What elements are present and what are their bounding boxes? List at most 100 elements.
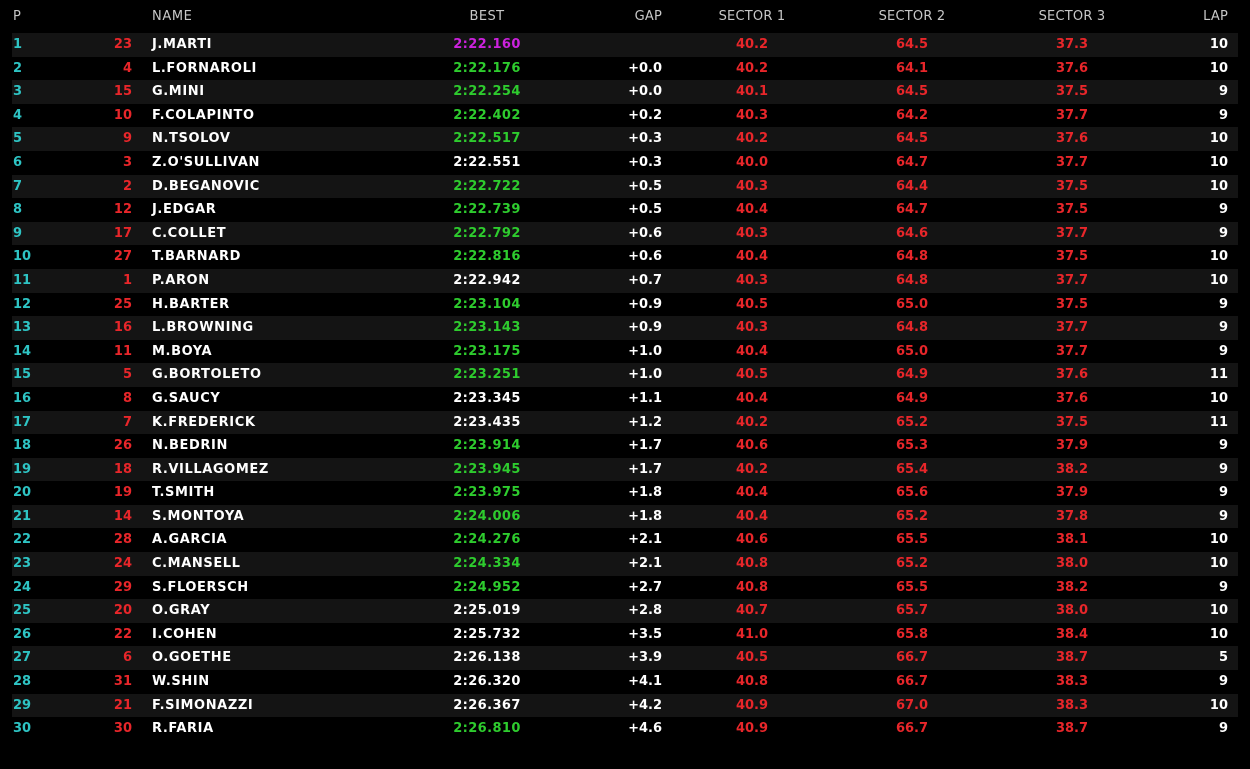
- gap-cell: +1.1: [628, 390, 662, 406]
- gap-cell: +1.8: [628, 485, 662, 501]
- sector-2-cell: 64.2: [895, 107, 929, 123]
- sector-2-cell: 64.7: [895, 202, 929, 218]
- table-row: 27 6 O.GOETHE 2:26.138 +3.9 40.5 66.7 38.7 5: [12, 646, 1238, 671]
- driver-name-cell: S.FLOERSCH: [152, 579, 249, 595]
- lap-count-cell: 9: [1218, 674, 1228, 690]
- car-number-cell: 27: [113, 249, 132, 265]
- best-lap-cell: 2:23.345: [453, 390, 521, 406]
- best-lap-cell: 2:22.176: [453, 60, 521, 76]
- sector-1-cell: 40.4: [735, 508, 769, 524]
- lap-count-cell: 9: [1218, 320, 1228, 336]
- sector-2-cell: 64.6: [895, 225, 929, 241]
- table-row: 5 9 N.TSOLOV 2:22.517 +0.3 40.2 64.5 37.6 10: [12, 127, 1238, 151]
- position-cell: 18: [13, 438, 32, 454]
- driver-name-cell: O.GOETHE: [152, 650, 232, 666]
- gap-cell: +1.2: [628, 414, 662, 430]
- best-lap-cell: 2:24.334: [453, 556, 521, 572]
- car-number-cell: 30: [113, 721, 132, 737]
- table-row: 11 1 P.ARON 2:22.942 +0.7 40.3 64.8 37.7 10: [12, 268, 1238, 293]
- position-cell: 30: [13, 721, 32, 737]
- car-number-cell: 14: [113, 508, 132, 524]
- sector-1-cell: 40.2: [735, 461, 769, 477]
- sector-1-cell: 40.5: [735, 650, 769, 666]
- car-number-cell: 28: [113, 532, 132, 548]
- position-cell: 26: [13, 626, 32, 642]
- sector-1-cell: 40.8: [735, 674, 769, 690]
- sector-2-cell: 65.5: [895, 579, 929, 595]
- car-number-cell: 10: [113, 107, 132, 123]
- header-sector-3: SECTOR 3: [1038, 9, 1106, 24]
- car-number-cell: 12: [113, 202, 132, 218]
- driver-name-cell: S.MONTOYA: [152, 508, 245, 524]
- header-position: P: [13, 9, 22, 24]
- timing-table: P NAME BEST GAP SECTOR 1 SECTOR 2 SECTOR…: [12, 9, 1238, 741]
- lap-count-cell: 5: [1218, 650, 1228, 666]
- table-row: 1 23 J.MARTI 2:22.160 40.2 64.5 37.3 10: [12, 33, 1238, 57]
- position-cell: 23: [13, 556, 32, 572]
- lap-count-cell: 10: [1209, 178, 1228, 194]
- gap-cell: +0.9: [628, 296, 662, 312]
- sector-3-cell: 37.8: [1055, 508, 1089, 524]
- position-cell: 5: [13, 131, 23, 147]
- sector-1-cell: 40.2: [735, 131, 769, 147]
- driver-name-cell: G.BORTOLETO: [152, 367, 262, 383]
- driver-name-cell: R.FARIA: [152, 721, 214, 737]
- gap-cell: +0.7: [628, 272, 662, 288]
- sector-1-cell: 40.6: [735, 532, 769, 548]
- best-lap-cell: 2:23.143: [453, 320, 521, 336]
- lap-count-cell: 9: [1218, 579, 1228, 595]
- sector-2-cell: 66.7: [895, 721, 929, 737]
- sector-2-cell: 64.8: [895, 272, 929, 288]
- best-lap-cell: 2:23.175: [453, 343, 521, 359]
- best-lap-cell: 2:24.952: [453, 579, 521, 595]
- table-row: 13 16 L.BROWNING 2:23.143 +0.9 40.3 64.8 37.7 9: [12, 316, 1238, 340]
- gap-cell: +0.5: [628, 178, 662, 194]
- table-row: 30 30 R.FARIA 2:26.810 +4.6 40.9 66.7 38.7 9: [12, 717, 1238, 741]
- car-number-cell: 11: [113, 343, 132, 359]
- car-number-cell: 21: [113, 697, 132, 713]
- gap-cell: +0.0: [628, 60, 662, 76]
- sector-2-cell: 64.1: [895, 60, 929, 76]
- position-cell: 29: [13, 697, 32, 713]
- lap-count-cell: 10: [1209, 626, 1228, 642]
- sector-3-cell: 37.9: [1055, 438, 1089, 454]
- sector-1-cell: 40.2: [735, 60, 769, 76]
- sector-3-cell: 38.1: [1055, 532, 1089, 548]
- sector-2-cell: 65.3: [895, 438, 929, 454]
- position-cell: 17: [13, 414, 32, 430]
- sector-1-cell: 40.4: [735, 249, 769, 265]
- driver-name-cell: L.FORNAROLI: [152, 60, 257, 76]
- position-cell: 6: [13, 154, 23, 170]
- gap-cell: +1.8: [628, 508, 662, 524]
- position-cell: 16: [13, 390, 32, 406]
- sector-3-cell: 37.7: [1055, 272, 1089, 288]
- gap-cell: +0.5: [628, 202, 662, 218]
- best-lap-cell: 2:22.160: [453, 37, 521, 52]
- sector-1-cell: 40.4: [735, 390, 769, 406]
- sector-1-cell: 40.2: [735, 37, 769, 52]
- gap-cell: +4.1: [628, 674, 662, 690]
- gap-cell: +3.5: [628, 626, 662, 642]
- best-lap-cell: 2:23.945: [453, 461, 521, 477]
- sector-1-cell: 40.9: [735, 697, 769, 713]
- car-number-cell: 15: [113, 84, 132, 100]
- sector-3-cell: 38.3: [1055, 674, 1089, 690]
- driver-name-cell: K.FREDERICK: [152, 414, 256, 430]
- table-row: 6 3 Z.O'SULLIVAN 2:22.551 +0.3 40.0 64.7 37.7 10: [12, 150, 1238, 175]
- lap-count-cell: 9: [1218, 485, 1228, 501]
- position-cell: 11: [13, 272, 32, 288]
- driver-name-cell: L.BROWNING: [152, 320, 254, 336]
- sector-2-cell: 64.5: [895, 37, 929, 52]
- car-number-cell: 23: [113, 37, 132, 52]
- best-lap-cell: 2:22.739: [453, 202, 521, 218]
- driver-name-cell: C.COLLET: [152, 225, 227, 241]
- table-row: 17 7 K.FREDERICK 2:23.435 +1.2 40.2 65.2 37.5 11: [12, 410, 1238, 435]
- sector-2-cell: 64.5: [895, 131, 929, 147]
- position-cell: 20: [13, 485, 32, 501]
- driver-name-cell: I.COHEN: [152, 626, 218, 642]
- position-cell: 21: [13, 508, 32, 524]
- car-number-cell: 5: [122, 367, 132, 383]
- car-number-cell: 24: [113, 556, 132, 572]
- sector-1-cell: 40.5: [735, 367, 769, 383]
- lap-count-cell: 9: [1218, 84, 1228, 100]
